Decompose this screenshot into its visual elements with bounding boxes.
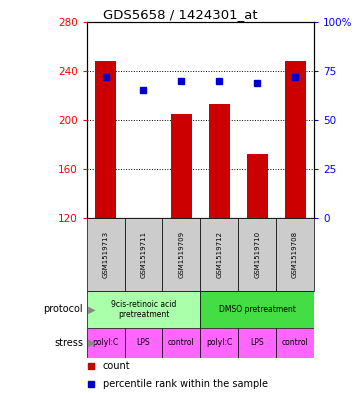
Text: LPS: LPS (137, 338, 150, 347)
Bar (95, 61, 116, 218)
Text: control: control (168, 338, 195, 347)
Bar (162, 328, 200, 358)
Text: polyI:C: polyI:C (206, 338, 232, 347)
Text: count: count (103, 362, 130, 371)
Bar (162, 218, 200, 291)
Bar (200, 291, 314, 328)
Bar (125, 328, 162, 358)
Bar (285, 61, 305, 218)
Text: GSM1519711: GSM1519711 (140, 231, 147, 278)
Text: protocol: protocol (43, 305, 83, 314)
Bar (87, 328, 125, 358)
Text: GDS5658 / 1424301_at: GDS5658 / 1424301_at (103, 7, 258, 21)
Text: 9cis-retinoic acid
pretreatment: 9cis-retinoic acid pretreatment (111, 300, 176, 319)
Bar (238, 218, 276, 291)
Text: GSM1519712: GSM1519712 (216, 231, 222, 278)
Bar (171, 114, 192, 218)
Bar (276, 328, 314, 358)
Bar (87, 218, 125, 291)
Bar (276, 218, 314, 291)
Bar (125, 218, 162, 291)
Text: ▶: ▶ (85, 305, 95, 314)
Bar (200, 218, 238, 291)
Text: GSM1519710: GSM1519710 (254, 231, 260, 278)
Bar (238, 328, 276, 358)
Text: percentile rank within the sample: percentile rank within the sample (103, 379, 268, 389)
Bar (200, 328, 238, 358)
Bar (87, 291, 200, 328)
Text: polyI:C: polyI:C (92, 338, 119, 347)
Text: LPS: LPS (251, 338, 264, 347)
Text: ▶: ▶ (85, 338, 95, 348)
Bar (247, 154, 268, 218)
Text: control: control (282, 338, 309, 347)
Text: GSM1519709: GSM1519709 (178, 231, 184, 278)
Text: stress: stress (54, 338, 83, 348)
Bar (209, 104, 230, 218)
Text: DMSO pretreatment: DMSO pretreatment (219, 305, 296, 314)
Text: GSM1519708: GSM1519708 (292, 231, 298, 278)
Text: GSM1519713: GSM1519713 (103, 231, 109, 278)
